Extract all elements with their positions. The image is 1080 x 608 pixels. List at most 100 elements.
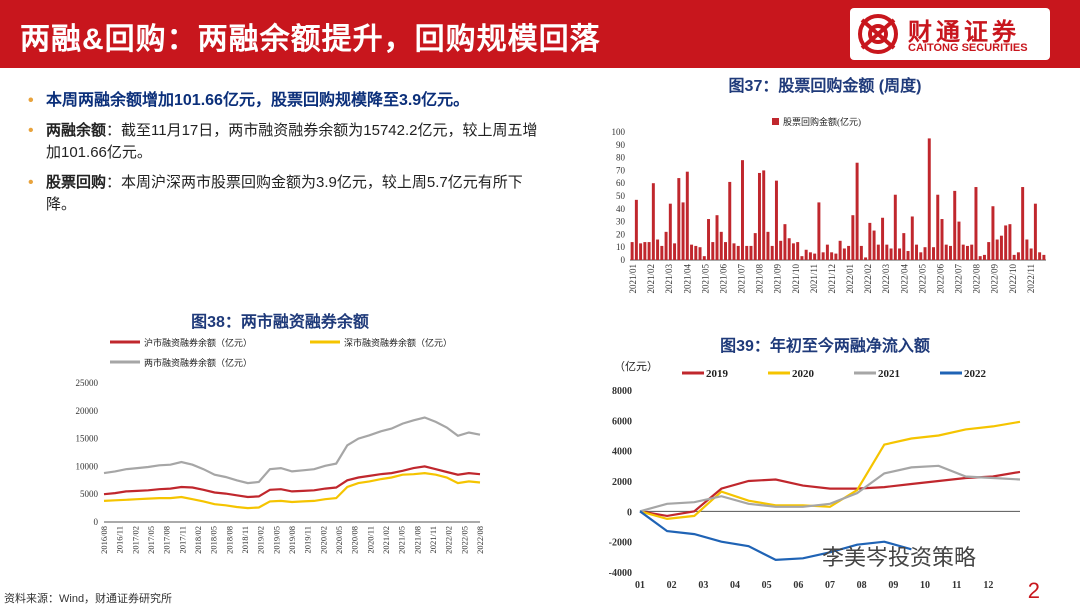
x-tick-label: 2019/02: [256, 526, 266, 554]
x-tick-label: 2021/06: [718, 264, 728, 294]
bar: [817, 202, 821, 260]
x-tick-label: 02: [667, 580, 677, 591]
bar: [859, 245, 863, 260]
bar: [779, 240, 783, 260]
bar: [694, 245, 698, 260]
x-tick-label: 2022/04: [899, 264, 909, 294]
bar: [1042, 254, 1046, 260]
bar: [715, 215, 719, 260]
bar: [685, 171, 689, 260]
bar: [855, 162, 859, 260]
bar: [876, 244, 880, 260]
legend-label: 股票回购金额(亿元): [783, 116, 861, 127]
bar: [681, 202, 685, 260]
x-tick-label: 2018/02: [193, 526, 203, 554]
bar: [664, 231, 668, 260]
y-tick-label: 6000: [612, 416, 632, 427]
x-tick-label: 2021/12: [827, 264, 837, 294]
y-tick-label: 5000: [80, 489, 99, 499]
bar: [902, 233, 906, 260]
legend-label-sh: 沪市融资融券余额（亿元）: [144, 337, 252, 348]
y-tick-label: 40: [616, 204, 626, 214]
legend-label-sz: 深市融资融券余额（亿元）: [344, 337, 452, 348]
source-note: 资料来源：Wind，财通证券研究所: [4, 593, 173, 605]
bar: [732, 243, 736, 260]
bullet-label: 股票回购: [46, 174, 107, 191]
bar: [1021, 187, 1025, 260]
x-tick-label: 11: [952, 580, 961, 591]
y-tick-label: 2000: [612, 477, 632, 488]
bar: [762, 170, 766, 260]
bar: [698, 247, 702, 260]
x-tick-label: 2022/09: [990, 264, 1000, 294]
x-tick-label: 2019/08: [287, 526, 297, 554]
bar: [1029, 248, 1033, 260]
bar: [936, 194, 940, 260]
bullet-text: ：本周沪深两市股票回购金额为3.9亿元，较上周5.7亿元有所下降。: [46, 174, 523, 213]
bar: [647, 242, 651, 260]
bar: [787, 238, 791, 260]
bar: [1016, 252, 1020, 260]
bar: [864, 257, 868, 260]
bar: [808, 252, 812, 260]
brand-logo: 财通证券 CAITONG SECURITIES: [850, 8, 1050, 60]
bar: [783, 224, 787, 260]
bar: [830, 252, 834, 260]
bar: [791, 243, 795, 260]
x-tick-label: 2020/11: [365, 526, 375, 554]
x-tick-label: 2019/11: [303, 526, 313, 554]
y-tick-label: 100: [612, 127, 626, 137]
fig38-title: 图38：两市融资融券余额: [191, 314, 369, 331]
bar: [987, 242, 991, 260]
x-tick-label: 2022/06: [935, 264, 945, 294]
x-tick-label: 2017/08: [162, 526, 172, 554]
y-tick-label: 10: [616, 242, 626, 252]
bar: [999, 235, 1003, 260]
x-tick-label: 2021/10: [791, 264, 801, 294]
brand-name-en: CAITONG SECURITIES: [908, 42, 1028, 54]
x-tick-label: 2018/08: [224, 526, 234, 554]
x-tick-label: 2021/11: [428, 526, 438, 554]
bar: [749, 245, 753, 260]
bar: [965, 245, 969, 260]
y-tick-label: 60: [616, 178, 626, 188]
bar: [927, 138, 931, 260]
bar: [893, 194, 897, 260]
legend-label-2019: 2019: [706, 368, 729, 380]
bar: [673, 243, 677, 260]
bar: [736, 245, 740, 260]
x-tick-label: 2020/08: [350, 526, 360, 554]
x-tick-label: 2020/02: [318, 526, 328, 554]
x-tick-label: 2016/08: [99, 526, 109, 554]
bar: [953, 190, 957, 260]
x-tick-label: 03: [698, 580, 708, 591]
watermark-text: 李美岑投资策略: [822, 545, 977, 570]
y-tick-label: -4000: [609, 568, 632, 579]
bar: [660, 245, 664, 260]
page-title: 两融&回购：两融余额提升，回购规模回落: [20, 23, 601, 56]
y-tick-label: 10000: [76, 461, 99, 471]
x-tick-label: 2022/10: [1008, 264, 1018, 294]
bar: [970, 244, 974, 260]
y-tick-label: 4000: [612, 447, 632, 458]
summary-bullets: 本周两融余额增加101.66亿元，股票回购规模降至3.9亿元。 两融余额：截至1…: [28, 90, 548, 224]
y-tick-label: 0: [621, 255, 626, 265]
x-tick-label: 2022/08: [475, 526, 485, 554]
bar: [847, 245, 851, 260]
x-tick-label: 2021/09: [773, 264, 783, 294]
bar: [766, 231, 770, 260]
legend-label-2022: 2022: [964, 368, 987, 380]
x-tick-label: 2022/02: [444, 526, 454, 554]
x-tick-label: 2018/11: [240, 526, 250, 554]
bar: [711, 242, 715, 260]
x-tick-label: 01: [635, 580, 645, 591]
x-tick-label: 2017/02: [130, 526, 140, 554]
bar: [978, 256, 982, 260]
x-tick-label: 2022/02: [863, 264, 873, 294]
fig38-margin-chart: 沪市融资融券余额（亿元） 深市融资融券余额（亿元） 两市融资融券余额（亿元） 0…: [76, 337, 486, 554]
bar: [656, 239, 660, 260]
x-tick-label: 2022/08: [972, 264, 982, 294]
legend-label-2020: 2020: [792, 368, 815, 380]
x-tick-label: 2022/01: [845, 264, 855, 294]
series-line-2021: [639, 464, 1021, 513]
